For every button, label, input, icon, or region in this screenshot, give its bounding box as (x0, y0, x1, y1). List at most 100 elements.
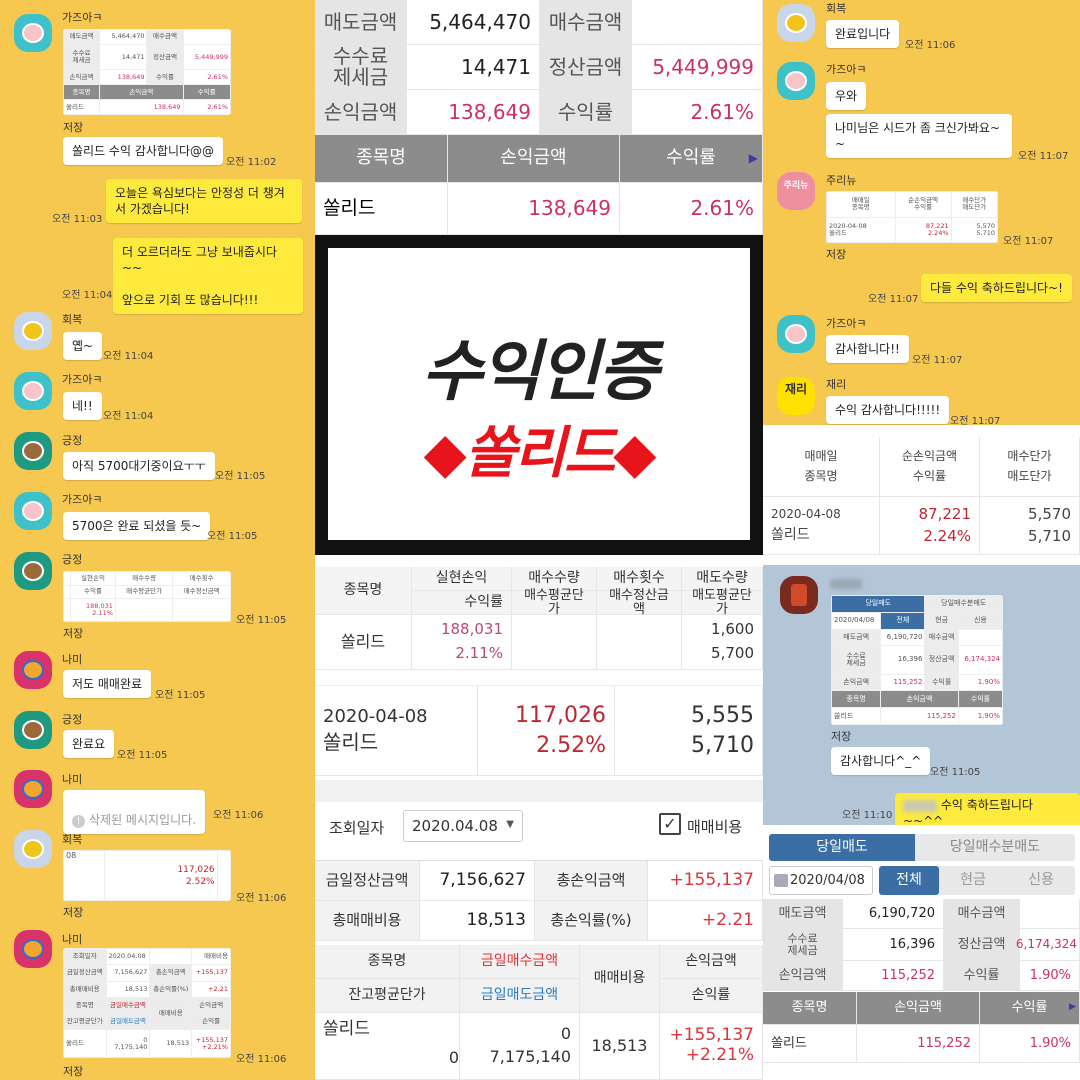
filter-all[interactable]: 전체 (879, 866, 939, 895)
label: 총매매비용 (315, 901, 420, 941)
avatar-apeach[interactable] (14, 14, 52, 52)
label: 조회일자 (63, 948, 107, 966)
label: 매도금액 (315, 0, 407, 45)
rate: +2.21% (685, 1045, 754, 1065)
column-header[interactable]: 수익률 ▶ (620, 135, 763, 183)
buy-amount: 0 (560, 1024, 571, 1044)
message-bubble: 나미님은 시드가 좀 크신가봐요~ ~ (826, 114, 1012, 158)
quantity: 0 (448, 1048, 459, 1068)
label: 정산금액 (146, 43, 184, 71)
buy: 5,570 (976, 221, 995, 230)
avatar-tube[interactable] (14, 770, 52, 808)
timestamp: 오전 11:05 (155, 690, 206, 701)
column-header: 종목명 (315, 135, 448, 183)
timestamp: 오전 11:07 (868, 294, 919, 305)
profit: 188,031 (86, 602, 113, 610)
scroll-right-icon[interactable]: ▶ (1069, 1002, 1076, 1013)
date-picker[interactable]: 2020/04/08 (769, 866, 873, 895)
avatar-tube[interactable] (14, 651, 52, 689)
avatar-frodo[interactable] (14, 552, 52, 590)
stock-name: 쏠리드 (63, 99, 101, 115)
shared-screenshot-today-sell[interactable]: 당일매도 당일매수분매도 2020/04/08 전체 현금 신용 매도금액 6,190,7… (831, 595, 1003, 725)
value: 115,252 (843, 961, 944, 991)
chevron-down-icon: ▼ (506, 819, 514, 830)
value: +155,137 (191, 964, 231, 982)
avatar-jurinyu[interactable]: 주리뉴 (777, 172, 815, 210)
stock-name: 쏠리드 (831, 707, 882, 725)
label: 총손익률(%) (149, 980, 193, 998)
header: 종목명 (63, 996, 107, 1015)
my-message-bubble: 수익 축하드립니다~~^^ (895, 793, 1080, 825)
date-name-cell: 2020-04-08 쏠리드 (763, 497, 880, 555)
avatar-photo[interactable] (780, 576, 818, 614)
query-date-select[interactable]: 2020.04.08 ▼ (403, 810, 523, 842)
shared-screenshot-daily[interactable]: 08 117,026 2.52% (63, 850, 231, 901)
avatar-ryan[interactable] (14, 312, 52, 350)
avatar-ryan[interactable] (14, 830, 52, 868)
profit: +155,137 (195, 1035, 228, 1044)
avatar-apeach[interactable] (14, 492, 52, 530)
value: 5,449,999 (632, 45, 763, 90)
header: 매매비용 (149, 996, 193, 1031)
save-link[interactable]: 저장 (63, 627, 84, 640)
timestamp: 오전 11:05 (930, 767, 981, 778)
filter-credit[interactable]: 신용 (1007, 866, 1075, 895)
column-header: 손익금액 (857, 992, 980, 1025)
sell-price: 5,710 (691, 732, 754, 758)
avatar-apeach[interactable] (777, 315, 815, 353)
stock-name: 쏠리드 (771, 527, 810, 544)
avatar-frodo[interactable] (14, 711, 52, 749)
avatar-apeach[interactable] (14, 372, 52, 410)
scroll-right-icon[interactable]: ▶ (748, 151, 758, 166)
label: 정산금액 (944, 929, 1020, 961)
sell-cell: 1,600 5,700 (682, 615, 763, 670)
column-header: 금일매수금액 (460, 945, 580, 979)
value: 18,513 (420, 901, 535, 941)
label: 매도금액 (831, 628, 882, 647)
fee-checkbox[interactable]: ✓ (659, 813, 681, 835)
tab-today-buy-sell[interactable]: 당일매수분매도 (915, 834, 1075, 861)
save-link[interactable]: 저장 (826, 248, 847, 261)
checkbox-label: 매매비용 (191, 948, 231, 966)
filter-cash[interactable]: 현금 (939, 866, 1007, 895)
header: 매수수량 (114, 571, 174, 586)
avatar-apeach[interactable] (777, 62, 815, 100)
date-name: 2020-04-08 쏠리드 (826, 216, 896, 243)
save-link[interactable]: 저장 (63, 906, 84, 919)
divider (315, 780, 763, 802)
timestamp: 오전 11:04 (103, 411, 154, 422)
rate: 2.24% (927, 228, 949, 237)
tab-today-sell[interactable]: 당일매도 (769, 834, 915, 861)
date: 2020-04-08 (829, 221, 867, 230)
header: 매매일 종목명 (826, 191, 896, 218)
rate: 2.24% (923, 526, 971, 545)
shared-screenshot-realized[interactable]: 실현손익 매수수량 매수횟수 수익률 매수평균단가 매수정산금액 188,031 2.11… (63, 571, 231, 622)
price-cell: 5,570 5,710 (980, 497, 1080, 555)
shared-screenshot-settle[interactable]: 조회일자 2020.04.08 매매비용 금일정산금액 7,156,627 총손익금액 +… (63, 948, 231, 1058)
calendar-icon (774, 874, 788, 887)
avatar-tube[interactable] (14, 930, 52, 968)
label: 총손익률(%) (535, 901, 648, 941)
save-link[interactable]: 저장 (63, 1065, 84, 1078)
value: 2.61% (620, 183, 763, 235)
sender-name: 나미 (62, 933, 83, 946)
avatar-jaeri[interactable]: 재리 (777, 377, 815, 415)
avatar-frodo[interactable] (14, 432, 52, 470)
save-link[interactable]: 저장 (63, 121, 84, 134)
avatar-text: 주리뉴 (783, 181, 809, 191)
sender-name: 긍정 (62, 553, 83, 566)
avatar-ryan[interactable] (777, 4, 815, 42)
save-link[interactable]: 저장 (831, 730, 852, 743)
empty-cell (512, 615, 597, 670)
net-profit-table: 매매일 종목명 순손익금액 수익률 매수단가 매도단가 2020-04-08 쏠리… (763, 425, 1080, 565)
buy-price: 5,570 (1028, 504, 1071, 523)
timestamp: 오전 11:03 (52, 214, 103, 225)
label: 매도금액 (763, 899, 843, 929)
value: 115,252 (857, 1025, 980, 1063)
shared-screenshot-sell-summary[interactable]: 매도금액 5,464,470 매수금액 수수료 제세금 14,471 정산금액 5,449… (63, 29, 231, 115)
column-header[interactable]: 수익률 ▶ (980, 992, 1080, 1025)
message-bubble: 감사합니다^_^ (831, 747, 931, 775)
label: 총매매비용 (63, 980, 107, 998)
shared-screenshot-net-profit[interactable]: 매매일 종목명 순손익금액 수익률 매수단가 매도단가 2020-04-08 쏠리드 8… (826, 191, 998, 243)
header: 종목명 (63, 84, 101, 101)
